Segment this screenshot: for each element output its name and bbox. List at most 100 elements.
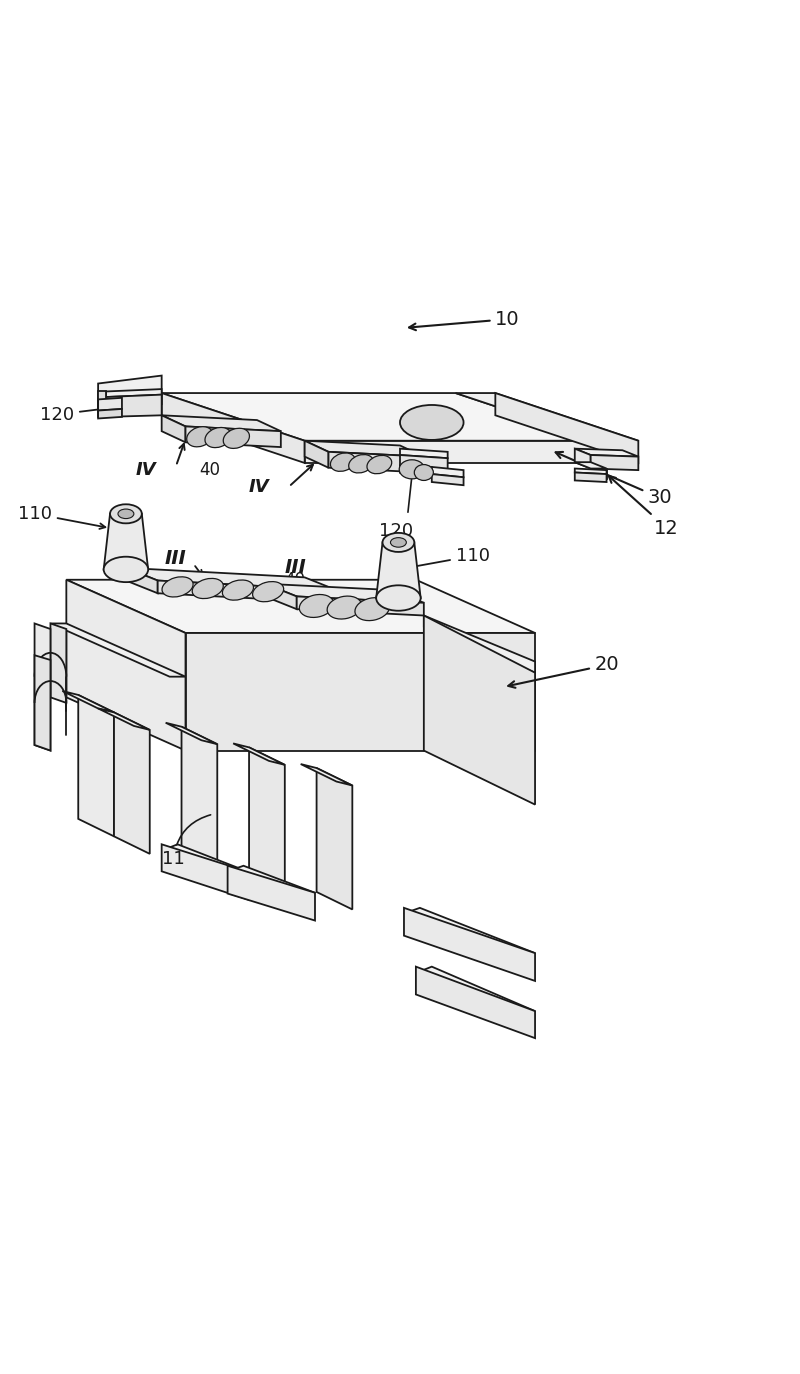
Polygon shape [400,455,448,475]
Text: 12: 12 [609,475,679,537]
Text: 120: 120 [379,522,413,540]
Polygon shape [114,713,150,853]
Polygon shape [166,723,218,745]
Polygon shape [416,967,535,1039]
Text: 40: 40 [199,462,220,480]
Ellipse shape [349,455,374,473]
Polygon shape [590,469,606,480]
Polygon shape [66,580,535,633]
Ellipse shape [118,508,134,518]
Ellipse shape [110,504,142,523]
Ellipse shape [330,453,355,471]
Polygon shape [404,908,535,981]
Ellipse shape [327,596,362,620]
Polygon shape [186,426,281,447]
Ellipse shape [205,427,231,448]
Text: 120: 120 [40,405,117,423]
Text: 10: 10 [409,309,520,330]
Text: III: III [284,558,306,577]
Polygon shape [162,415,186,442]
Polygon shape [233,743,285,765]
Polygon shape [126,567,337,589]
Ellipse shape [104,556,148,583]
Polygon shape [62,691,114,713]
Polygon shape [50,624,186,676]
Ellipse shape [390,537,406,547]
Ellipse shape [253,581,284,602]
Polygon shape [574,473,606,482]
Polygon shape [78,695,114,837]
Polygon shape [50,624,66,703]
Ellipse shape [186,427,213,447]
Ellipse shape [299,595,334,617]
Polygon shape [98,393,162,412]
Polygon shape [34,624,50,750]
Polygon shape [574,449,590,469]
Text: 110: 110 [403,547,490,570]
Polygon shape [424,616,535,673]
Polygon shape [186,633,535,750]
Polygon shape [305,441,329,467]
Text: 40: 40 [285,570,306,588]
Text: III: III [165,548,187,567]
Ellipse shape [223,429,250,448]
Polygon shape [432,474,463,485]
Polygon shape [265,584,424,603]
Polygon shape [297,596,424,616]
Polygon shape [376,543,421,598]
Polygon shape [590,455,638,470]
Ellipse shape [367,455,392,474]
Polygon shape [432,467,463,477]
Polygon shape [301,764,352,786]
Polygon shape [228,866,315,921]
Polygon shape [400,466,432,474]
Ellipse shape [414,464,434,481]
Polygon shape [305,441,598,463]
Polygon shape [98,398,122,411]
Polygon shape [66,580,186,750]
Text: IV: IV [135,462,156,480]
Polygon shape [98,709,150,730]
Polygon shape [158,581,337,603]
Polygon shape [574,462,606,469]
Polygon shape [456,393,638,441]
Polygon shape [249,747,285,889]
Polygon shape [228,866,315,899]
Text: 110: 110 [18,504,106,529]
Ellipse shape [376,585,421,610]
Text: 11: 11 [162,815,210,868]
Polygon shape [126,567,158,594]
Polygon shape [104,514,148,569]
Polygon shape [305,441,424,456]
Polygon shape [162,393,598,441]
Polygon shape [317,768,352,910]
Polygon shape [574,449,638,456]
Polygon shape [98,392,106,416]
Ellipse shape [222,580,254,600]
Polygon shape [98,409,122,419]
Polygon shape [34,655,50,750]
Polygon shape [424,616,535,805]
Text: 20: 20 [508,655,619,688]
Ellipse shape [382,533,414,552]
Ellipse shape [192,578,223,599]
Polygon shape [162,844,249,900]
Text: IV: IV [248,478,269,496]
Polygon shape [404,908,535,959]
Polygon shape [162,415,281,431]
Ellipse shape [399,460,425,480]
Polygon shape [265,584,297,609]
Polygon shape [400,449,448,458]
Ellipse shape [400,405,463,440]
Polygon shape [329,452,424,473]
Polygon shape [162,844,249,878]
Polygon shape [98,375,162,401]
Polygon shape [416,967,535,1017]
Polygon shape [162,393,305,463]
Ellipse shape [355,598,390,621]
Polygon shape [495,393,638,463]
Polygon shape [106,394,162,416]
Polygon shape [182,727,218,868]
Polygon shape [106,389,162,397]
Ellipse shape [162,577,193,596]
